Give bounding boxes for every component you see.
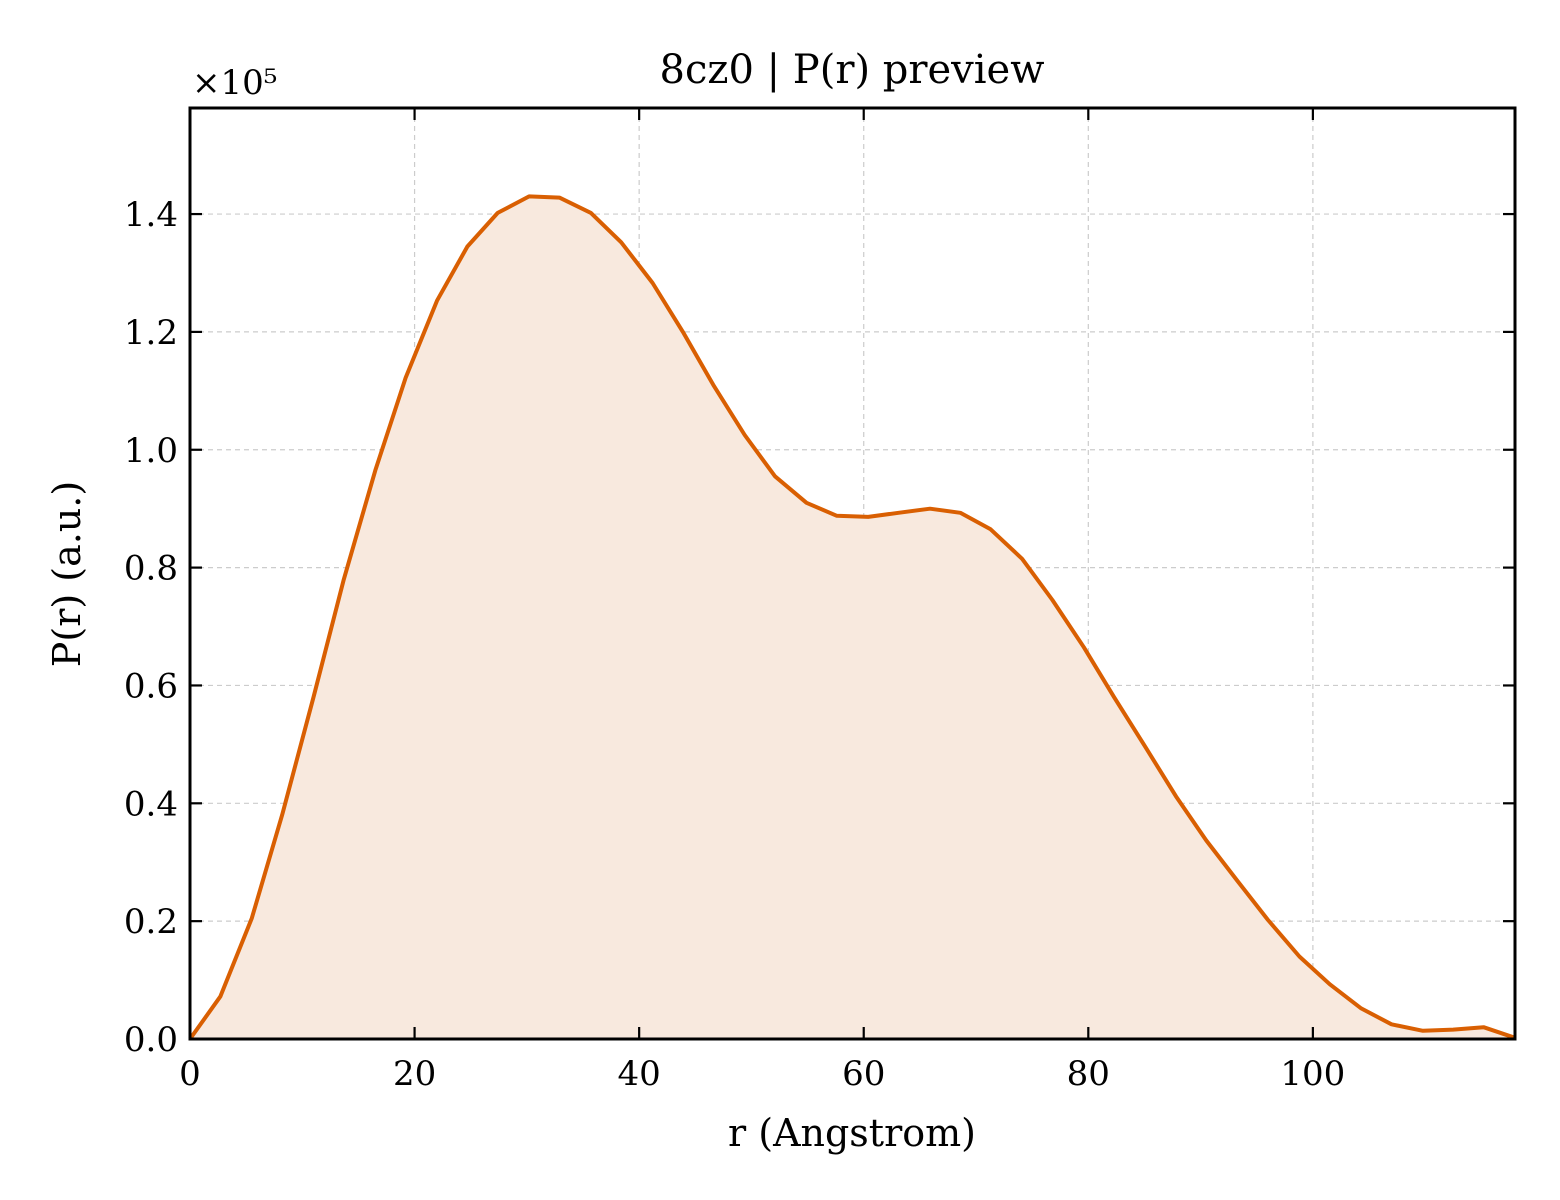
x-tick-label: 0: [179, 1054, 201, 1094]
y-tick-label: 1.0: [124, 431, 178, 471]
ticks: [188, 108, 1515, 1041]
y-scale-label: ×10⁵: [192, 63, 277, 103]
x-tick-label: 100: [1280, 1054, 1345, 1094]
y-tick-label: 0.4: [124, 784, 178, 824]
y-tick-label: 0.6: [124, 666, 178, 706]
chart-title: 8cz0 | P(r) preview: [660, 47, 1045, 93]
tick-labels: 0 20 40 60 80 100 0.0 0.2 0.4 0.6 0.8 1.0 1.2 1.4: [124, 195, 1345, 1094]
y-tick-label: 0.8: [124, 549, 178, 589]
x-axis-title: r (Angstrom): [728, 1111, 976, 1155]
plot-frame: [188, 106, 1517, 1041]
y-axis-title: P(r) (a.u.): [45, 481, 89, 667]
pr-curve: [188, 194, 1516, 1041]
x-tick-label: 80: [1067, 1054, 1110, 1094]
pr-area-fill: [190, 196, 1515, 1039]
x-tick-label: 40: [618, 1054, 661, 1094]
y-tick-label: 1.4: [124, 195, 178, 235]
y-tick-label: 0.0: [124, 1020, 178, 1060]
y-tick-label: 0.2: [124, 902, 178, 942]
x-tick-label: 20: [393, 1054, 436, 1094]
x-tick-label: 60: [842, 1054, 885, 1094]
y-tick-label: 1.2: [124, 313, 178, 353]
